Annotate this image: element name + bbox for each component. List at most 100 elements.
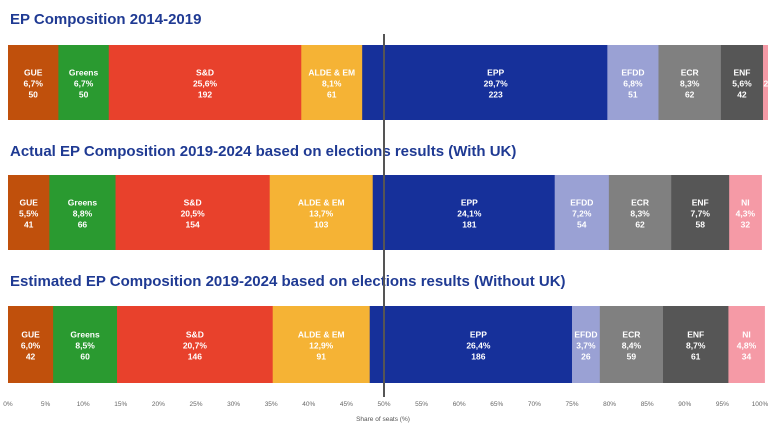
x-tick-label: 95% <box>716 401 729 408</box>
bar-segment-enf <box>720 45 764 120</box>
bar-segment-alde-and-em <box>272 306 371 383</box>
label-efdd-pct-label: 6,8% <box>623 79 643 89</box>
x-tick-label: 65% <box>490 401 503 408</box>
label-epp-pct-label: 29,7% <box>484 79 509 89</box>
label-efdd-name: EFDD <box>574 330 597 340</box>
bar-segment-alde-and-em <box>269 175 374 250</box>
label-enf-seats: 58 <box>695 220 705 230</box>
label-enf-pct-label: 7,7% <box>691 209 711 219</box>
panel-title: EP Composition 2014-2019 <box>10 11 201 28</box>
label-epp-seats: 181 <box>462 220 476 230</box>
label-greens-seats: 50 <box>79 90 89 100</box>
label-gue-pct-label: 5,5% <box>19 209 39 219</box>
label-enf-name: ENF <box>687 330 704 340</box>
bar-segment-gue <box>8 45 59 120</box>
bar-segment-gue <box>8 175 50 250</box>
bar-segment-ni <box>728 306 765 383</box>
label-greens-name: Greens <box>69 68 99 78</box>
label-ni-pct-label: 4,8% <box>737 341 757 351</box>
label-greens-pct-label: 8,8% <box>73 209 93 219</box>
label-ni-seats: 34 <box>742 352 752 362</box>
label-alde-and-em-seats: 103 <box>314 220 328 230</box>
label-enf-seats: 61 <box>691 352 701 362</box>
x-tick-label: 60% <box>453 401 466 408</box>
label-epp-name: EPP <box>470 330 487 340</box>
bar-segment-greens <box>53 306 118 383</box>
label-sandd-pct-label: 20,5% <box>181 209 206 219</box>
label-enf-name: ENF <box>733 68 750 78</box>
bar-segment-greens <box>58 45 110 120</box>
x-tick-label: 10% <box>77 401 90 408</box>
x-tick-label: 90% <box>678 401 691 408</box>
label-alde-and-em-seats: 91 <box>316 352 326 362</box>
label-ni-name: NI <box>742 330 751 340</box>
label-alde-and-em-name: ALDE & EM <box>298 330 345 340</box>
x-tick-label: 35% <box>265 401 278 408</box>
label-enf-name: ENF <box>692 198 709 208</box>
label-epp-pct-label: 24,1% <box>457 209 482 219</box>
label-gue-seats: 42 <box>26 352 36 362</box>
label-ni-pct-label: 2,7% <box>763 79 768 89</box>
label-gue-name: GUE <box>21 330 40 340</box>
label-gue-seats: 41 <box>24 220 34 230</box>
label-sandd-name: S&D <box>186 330 204 340</box>
bar-segment-gue <box>8 306 54 383</box>
bar-segment-efdd <box>554 175 610 250</box>
label-greens-seats: 60 <box>80 352 90 362</box>
label-efdd-pct-label: 3,7% <box>576 341 596 351</box>
bar-segment-ecr <box>599 306 664 383</box>
label-sandd-name: S&D <box>196 68 214 78</box>
label-alde-and-em-pct-label: 12,9% <box>309 341 334 351</box>
label-efdd-name: EFDD <box>570 198 593 208</box>
x-tick-label: 85% <box>641 401 654 408</box>
bar-segment-efdd <box>607 45 659 120</box>
bar-segment-enf <box>671 175 730 250</box>
label-gue-seats: 50 <box>28 90 38 100</box>
bar-segment-filler <box>372 175 385 250</box>
chart-panels: EP Composition 2014-2019GUE6,7%50Greens6… <box>8 11 768 383</box>
bar-segment-enf <box>662 306 729 383</box>
x-axis: 0% 5% 10% 15% 20% 25% 30% 35% 40% 45% 50% 55% 60% 65%… <box>3 401 768 408</box>
panel-3: Estimated EP Composition 2019-2024 based… <box>8 273 765 383</box>
bar-segment-greens <box>49 175 116 250</box>
panel-title: Actual EP Composition 2019-2024 based on… <box>10 143 516 160</box>
x-tick-label: 30% <box>227 401 240 408</box>
label-alde-and-em-pct-label: 8,1% <box>322 79 342 89</box>
bar-segment-epp <box>384 45 608 120</box>
label-ecr-seats: 62 <box>685 90 695 100</box>
x-tick-label: 75% <box>565 401 578 408</box>
bar-segment-ni <box>763 45 768 120</box>
label-gue-name: GUE <box>19 198 38 208</box>
label-sandd-seats: 192 <box>198 90 212 100</box>
bar-segment-ecr <box>658 45 722 120</box>
bar-segment-epp <box>384 175 556 250</box>
bar-segment-sandd <box>117 306 274 383</box>
label-greens-name: Greens <box>68 198 98 208</box>
label-ecr-pct-label: 8,4% <box>622 341 642 351</box>
x-tick-label: 15% <box>114 401 127 408</box>
x-tick-label: 5% <box>41 401 51 408</box>
label-efdd-seats: 54 <box>577 220 587 230</box>
label-ecr-seats: 62 <box>635 220 645 230</box>
label-epp-pct-label: 26,4% <box>466 341 491 351</box>
label-sandd-seats: 146 <box>188 352 202 362</box>
x-tick-label: 20% <box>152 401 165 408</box>
bar-segment-efdd <box>572 306 601 383</box>
label-enf-seats: 42 <box>737 90 747 100</box>
x-tick-label: 55% <box>415 401 428 408</box>
x-tick-label: 80% <box>603 401 616 408</box>
label-ni-name: NI <box>741 198 750 208</box>
x-tick-label: 70% <box>528 401 541 408</box>
bar-segment-sandd <box>115 175 271 250</box>
label-ni-seats: 32 <box>741 220 751 230</box>
label-greens-pct-label: 6,7% <box>74 79 94 89</box>
label-alde-and-em-pct-label: 13,7% <box>309 209 334 219</box>
label-ecr-name: ECR <box>622 330 640 340</box>
bar-segment-filler <box>369 306 386 383</box>
label-efdd-name: EFDD <box>621 68 644 78</box>
label-ecr-seats: 59 <box>627 352 637 362</box>
label-alde-and-em-name: ALDE & EM <box>298 198 345 208</box>
label-efdd-pct-label: 7,2% <box>572 209 592 219</box>
label-enf-pct-label: 5,6% <box>732 79 752 89</box>
